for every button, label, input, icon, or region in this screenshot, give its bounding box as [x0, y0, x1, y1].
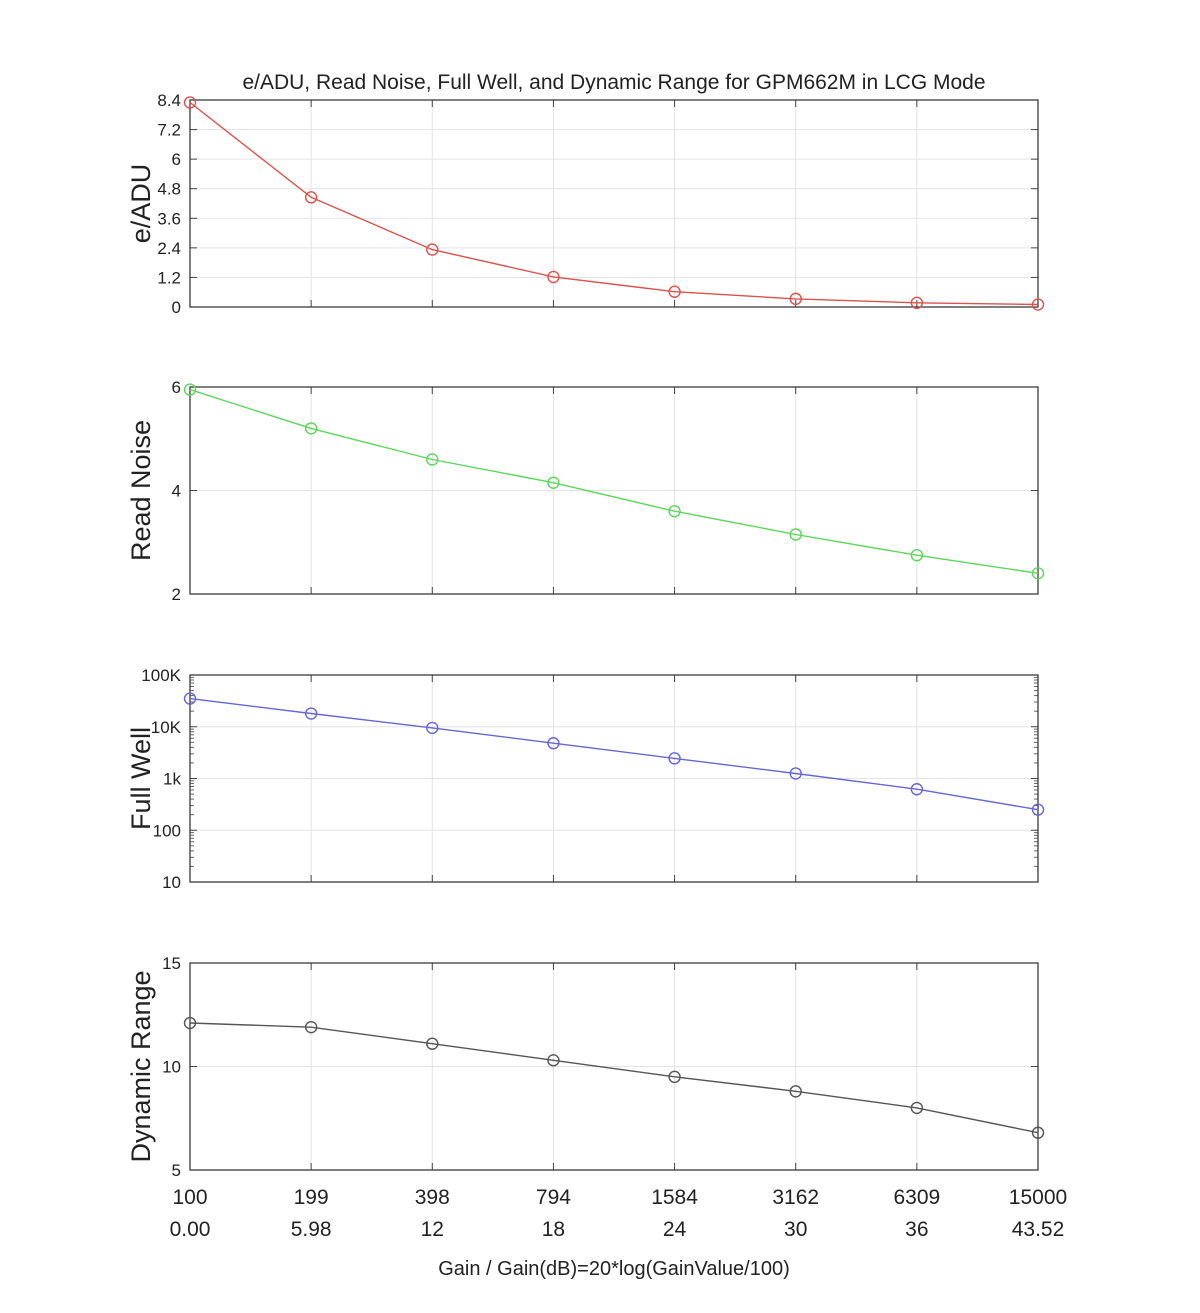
- x-tick-label-db: 30: [784, 1218, 807, 1241]
- data-point: [183, 692, 197, 705]
- data-point: [426, 453, 439, 466]
- x-tick-label-gain: 3162: [772, 1186, 819, 1209]
- y-tick-label: 1.2: [157, 268, 181, 287]
- data-point: [426, 721, 439, 735]
- y-tick-label: 6: [172, 378, 181, 397]
- data-point: [910, 1101, 924, 1115]
- data-point: [1031, 1126, 1045, 1139]
- x-tick-label-db: 18: [542, 1218, 565, 1241]
- y-tick-label: 0: [172, 298, 181, 317]
- y-tick-label: 2.4: [157, 239, 181, 258]
- y-axis-label: Dynamic Range: [126, 970, 156, 1162]
- data-point: [668, 752, 681, 765]
- data-point: [1031, 803, 1045, 816]
- data-point: [183, 1016, 197, 1030]
- data-point: [304, 707, 318, 720]
- plot-area: [190, 100, 1038, 307]
- x-tick-label-gain: 100: [172, 1186, 207, 1209]
- data-point: [789, 528, 802, 541]
- x-tick-label-db: 12: [421, 1218, 444, 1241]
- series-line: [189, 1022, 1039, 1134]
- series-line: [189, 388, 1039, 574]
- x-tick-label-gain: 6309: [893, 1186, 940, 1209]
- x-tick-label-gain: 398: [415, 1186, 450, 1209]
- axes-box: [189, 674, 1039, 883]
- data-point: [789, 767, 802, 780]
- x-tick-label-gain: 15000: [1009, 1186, 1067, 1209]
- data-point: [789, 292, 802, 306]
- chart-title: e/ADU, Read Noise, Full Well, and Dynami…: [242, 71, 985, 94]
- y-axis-label: Full Well: [126, 727, 156, 830]
- y-tick-label: 8.4: [157, 91, 181, 110]
- y-tick-label: 7.2: [157, 121, 181, 140]
- y-tick-label: 15: [162, 954, 181, 973]
- y-tick-label: 10: [162, 873, 181, 892]
- data-point: [910, 783, 924, 796]
- chart-panels: 0 1.2 2.4 3.6 4.8 6 7.2 8.4 e/ADU 2 4 6 Read Noise 10…: [126, 91, 1045, 1180]
- panel-4: 5 10 15 Dynamic Range: [126, 954, 1045, 1180]
- panel-3: 10 100 1k 10K 100K Full Well: [126, 666, 1045, 892]
- x-axis-label: Gain / Gain(dB)=20*log(GainValue/100): [438, 1258, 790, 1280]
- y-tick-label: 100K: [141, 666, 181, 685]
- x-tick-label-db: 5.98: [291, 1218, 332, 1241]
- data-point: [1031, 567, 1045, 580]
- y-tick-label: 6: [172, 150, 181, 169]
- x-tick-label-db: 24: [663, 1218, 687, 1241]
- data-point: [910, 548, 924, 562]
- data-point: [426, 1037, 439, 1050]
- y-tick-label: 10: [162, 1058, 181, 1077]
- x-tick-label-gain: 199: [294, 1186, 329, 1209]
- y-tick-label: 2: [172, 585, 181, 604]
- y-axis-label: e/ADU: [126, 164, 156, 244]
- x-tick-label-db: 36: [905, 1218, 928, 1241]
- y-tick-label: 1k: [163, 770, 181, 789]
- series-line: [189, 697, 1039, 811]
- x-tick-label-db: 43.52: [1012, 1218, 1065, 1241]
- data-point: [668, 285, 681, 298]
- axes-box: [189, 99, 1039, 308]
- x-tick-label-gain: 794: [536, 1186, 571, 1209]
- y-tick-label: 4.8: [157, 180, 181, 199]
- data-point: [304, 422, 318, 435]
- data-point: [304, 1020, 318, 1034]
- data-point: [547, 1054, 560, 1067]
- data-point: [183, 96, 197, 109]
- panel-1: 0 1.2 2.4 3.6 4.8 6 7.2 8.4 e/ADU: [126, 91, 1045, 317]
- axes-box: [189, 386, 1039, 595]
- data-point: [304, 191, 318, 204]
- x-tick-label-gain: 1584: [651, 1186, 698, 1209]
- data-point: [547, 476, 560, 489]
- data-point: [1031, 298, 1045, 311]
- data-point: [183, 383, 197, 396]
- y-tick-label: 3.6: [157, 209, 181, 228]
- x-tick-label-db: 0.00: [170, 1218, 211, 1241]
- axes-box: [189, 962, 1039, 1171]
- panel-2: 2 4 6 Read Noise: [126, 378, 1045, 604]
- y-tick-label: 100: [153, 821, 181, 840]
- data-point: [547, 270, 560, 284]
- y-tick-label: 5: [172, 1161, 181, 1180]
- data-point: [668, 505, 681, 518]
- data-point: [668, 1070, 681, 1084]
- data-point: [789, 1085, 802, 1098]
- y-tick-label: 10K: [151, 718, 182, 737]
- y-axis-label: Read Noise: [126, 420, 156, 561]
- data-point: [547, 737, 560, 750]
- data-point: [910, 296, 924, 310]
- data-point: [426, 243, 439, 256]
- series-line: [189, 101, 1039, 306]
- y-tick-label: 4: [172, 482, 181, 501]
- x-axis: 100 0.00 199 5.98 398 12 794 18 1584 24 3162 30 6309…: [170, 1186, 1068, 1241]
